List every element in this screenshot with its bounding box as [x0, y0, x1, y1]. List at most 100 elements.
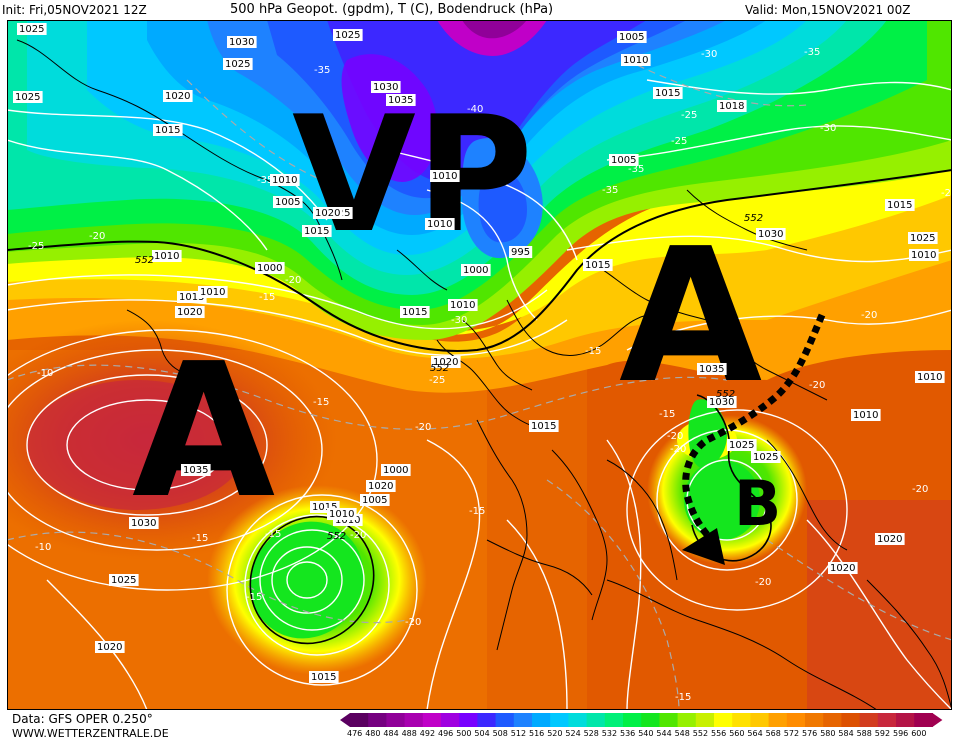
temperature-label: -15	[259, 292, 275, 303]
color-scale-labels: 476 480 484 488 492 496 500 504 508 512 516 520 524 5…	[343, 729, 955, 741]
scale-value: 572	[783, 729, 800, 738]
scale-value: 488	[401, 729, 417, 738]
pressure-label-bg	[223, 58, 253, 70]
scale-value: 540	[638, 729, 654, 738]
scale-swatch	[641, 713, 660, 727]
pressure-label-bg	[302, 225, 332, 237]
pressure-label: 1030	[373, 82, 398, 93]
scale-value: 492	[419, 729, 436, 738]
scale-swatch	[368, 713, 387, 727]
pressure-label-bg	[109, 574, 139, 586]
geopot-552-line	[7, 169, 952, 352]
pressure-label: 1010	[329, 509, 354, 520]
pressure-label: 1020	[433, 357, 458, 368]
scale-swatch	[386, 713, 406, 727]
scale-value: 588	[856, 729, 872, 738]
scale-swatch	[714, 713, 733, 727]
temperature-label: -15	[265, 529, 281, 540]
temperature-label: -15	[469, 506, 485, 517]
pressure-label-bg	[583, 259, 613, 271]
pressure-label: 1010	[272, 175, 297, 186]
pressure-label: 1005	[611, 155, 636, 166]
temperature-label: -15	[585, 346, 601, 357]
pressure-label: 1030	[758, 229, 783, 240]
pressure-label: 1020	[177, 307, 202, 318]
scale-swatch	[586, 713, 606, 727]
scale-swatch	[805, 713, 824, 727]
init-time: Init: Fri,05NOV2021 12Z	[2, 3, 147, 17]
pressure-label: 1015	[655, 88, 680, 99]
pressure-label-bg	[371, 81, 401, 93]
scale-value: 532	[601, 729, 618, 738]
scale-swatch	[786, 713, 806, 727]
pressure-label-bg	[431, 356, 461, 368]
scale-value: 560	[729, 729, 745, 738]
pressure-label-bg	[707, 396, 737, 408]
pressure-label-bg	[908, 232, 938, 244]
scale-value: 500	[456, 729, 472, 738]
scale-swatch	[896, 713, 915, 727]
pressure-label: 1010	[427, 219, 452, 230]
temperature-label: -25	[681, 110, 697, 121]
pressure-label-bg	[425, 218, 455, 230]
temperature-label: -15	[192, 533, 208, 544]
website: WWW.WETTERZENTRALE.DE	[12, 727, 169, 740]
pressure-label: 1018	[719, 101, 744, 112]
pressure-label-bg	[381, 464, 411, 476]
scale-swatch	[768, 713, 788, 727]
pressure-label-bg	[875, 533, 905, 545]
scale-value: 484	[383, 729, 399, 738]
scale-swatch	[550, 713, 569, 727]
high-left-label: A	[132, 323, 275, 539]
pressure-label-bg	[885, 199, 915, 211]
temperature-label: -40	[467, 104, 483, 115]
temperature-label: -25	[671, 136, 687, 147]
pressure-label-bg	[270, 174, 300, 186]
pressure-label: 1015	[402, 307, 427, 318]
pressure-label-bg	[163, 90, 193, 102]
pressure-label: 1020	[165, 91, 190, 102]
scale-swatch	[841, 713, 861, 727]
scale-left-arrow-icon	[340, 713, 350, 727]
scale-swatch	[859, 713, 879, 727]
pressure-label-bg	[309, 671, 339, 683]
pressure-label: 1010	[154, 251, 179, 262]
pressure-label: 1015	[887, 200, 912, 211]
temperature-label: -20	[667, 431, 683, 442]
trough-axis-line	[682, 313, 826, 543]
scale-swatch	[477, 713, 497, 727]
temperature-label: -20	[670, 444, 686, 455]
scale-value: 496	[438, 729, 454, 738]
pressure-label: 1015	[531, 421, 556, 432]
pressure-label-bg	[327, 508, 357, 520]
pressure-label: 1020	[877, 534, 902, 545]
color-scale-bar	[340, 713, 943, 727]
pressure-label-bg	[400, 306, 430, 318]
scale-value: 528	[583, 729, 599, 738]
pressure-label: 1010	[432, 171, 457, 182]
temperature-label: -15	[659, 409, 675, 420]
temperature-label: -35	[628, 164, 644, 175]
pressure-label: 1010	[200, 287, 225, 298]
pressure-label-bg	[255, 262, 285, 274]
temperature-label: -35	[804, 47, 820, 58]
pressure-label: 1020	[830, 563, 855, 574]
temperature-label: -20	[89, 231, 105, 242]
pressure-label-bg	[653, 87, 683, 99]
pressure-label-bg	[529, 420, 559, 432]
pressure-label-bg	[175, 306, 205, 318]
pressure-label: 1025	[15, 92, 40, 103]
pressure-label-bg	[181, 464, 211, 476]
scale-value: 600	[911, 729, 927, 738]
pressure-label-bg	[152, 250, 182, 262]
scale-value: 536	[620, 729, 636, 738]
temperature-label: -30	[451, 315, 467, 326]
pressure-label: 1015	[304, 226, 329, 237]
pressure-label: 1030	[131, 518, 156, 529]
pressure-label-bg	[727, 439, 757, 451]
pressure-label: 1025	[753, 452, 778, 463]
scale-value: 576	[802, 729, 818, 738]
pressure-label-bg	[360, 494, 390, 506]
scale-swatch	[568, 713, 588, 727]
